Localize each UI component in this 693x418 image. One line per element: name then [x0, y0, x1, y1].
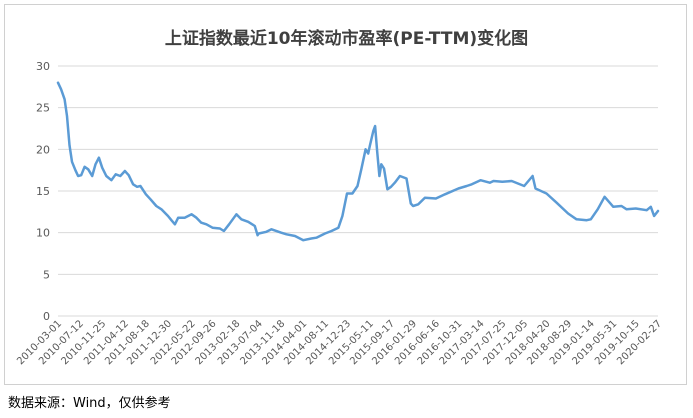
- y-tick-label: 20: [36, 143, 50, 156]
- y-tick-label: 10: [36, 227, 50, 240]
- chart-frame: [4, 4, 687, 385]
- y-tick-label: 0: [43, 310, 50, 323]
- line-chart: 0510152025302010-03-012010-07-122010-11-…: [15, 60, 664, 367]
- source-note: 数据来源：Wind，仅供参考: [8, 396, 171, 411]
- chart-title: 上证指数最近10年滚动市盈率(PE-TTM)变化图: [164, 29, 529, 49]
- series-line-0: [56, 81, 660, 242]
- y-tick-label: 15: [36, 185, 50, 198]
- y-tick-label: 25: [36, 102, 50, 115]
- y-tick-label: 5: [43, 268, 50, 281]
- y-tick-label: 30: [36, 60, 50, 73]
